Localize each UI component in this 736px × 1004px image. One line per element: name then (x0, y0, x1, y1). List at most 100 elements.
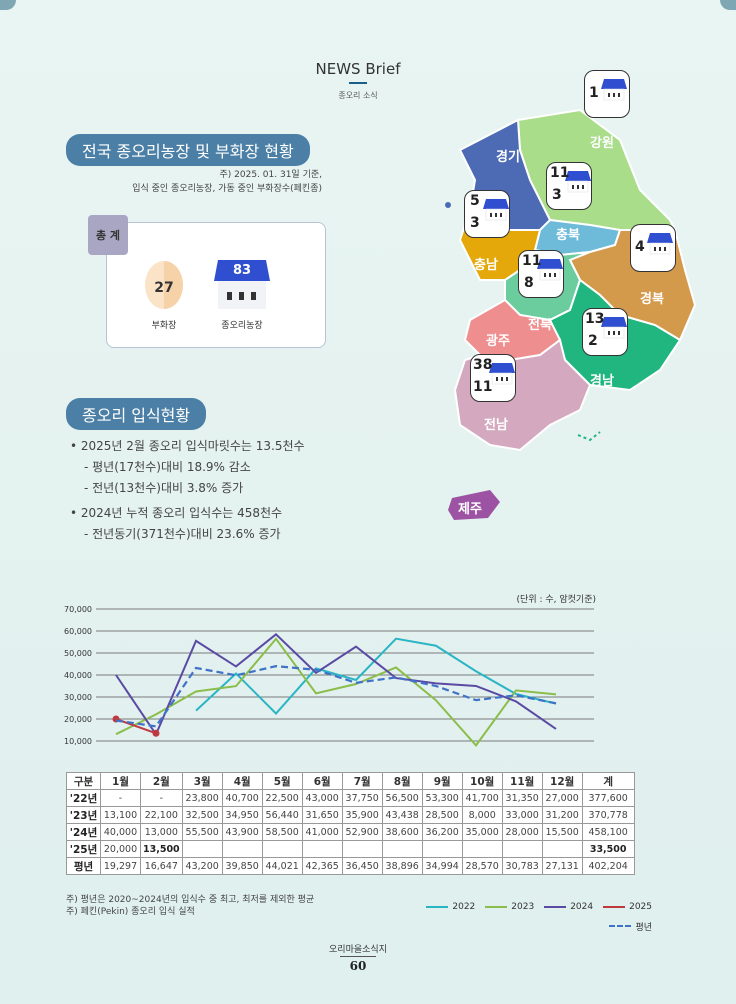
table-cell: 43,200 (181, 857, 223, 875)
table-cell: 20,000 (100, 840, 141, 858)
y-tick-label: 10,000 (64, 737, 92, 746)
corner-decoration (720, 0, 736, 10)
table-cell (181, 840, 223, 858)
table-cell (461, 840, 503, 858)
table-cell: 27,131 (541, 857, 583, 875)
table-cell: 22,100 (140, 806, 183, 824)
series-line-2022 (195, 637, 557, 715)
series-line-2024 (115, 632, 557, 737)
stocking-line-chart: 70,000 60,000 50,000 40,000 30,000 20,000 10,0… (64, 605, 594, 747)
y-tick-label: 30,000 (64, 693, 92, 702)
region-badge-chungnam: 5 3 (464, 190, 510, 238)
region-label-gangwon: 강원 (590, 136, 614, 151)
table-cell: 35,000 (461, 823, 503, 841)
table-cell (221, 840, 263, 858)
table-cell (261, 840, 303, 858)
table-row-header: 평년 (66, 857, 101, 875)
table-cell: 33,500 (581, 840, 635, 858)
hatchery-count: 27 (154, 280, 174, 296)
farm-count-gyeongbuk: 4 (635, 239, 645, 255)
footnote: 주) 평년은 2020~2024년의 입식수 중 최고, 최저를 제외한 평균 (66, 895, 315, 905)
egg-icon (145, 261, 183, 309)
table-cell: 8,000 (461, 806, 503, 824)
series-line-2023 (115, 637, 557, 747)
table-cell: 31,650 (301, 806, 343, 824)
table-row: '24년 40,000 13,000 55,500 43,900 58,500 41,000… (66, 823, 635, 841)
table-row-header: '25년 (66, 840, 101, 858)
table-cell: 41,000 (301, 823, 343, 841)
table-cell: 402,204 (581, 857, 635, 875)
corner-decoration (0, 0, 16, 10)
farm-house-icon (601, 79, 627, 101)
chart-unit-note: (단위 : 수, 암컷기준) (516, 595, 596, 605)
bullet-item: - 전년(13천수)대비 3.8% 증가 (84, 481, 244, 495)
table-header-cell: 2월 (140, 772, 183, 790)
region-label-gwangju: 광주 (486, 334, 510, 349)
region-badge-jeonbuk: 11 8 (518, 250, 564, 298)
region-badge-gyeongbuk: 4 (630, 224, 676, 272)
chart-legend: 2022 2023 2024 2025 평년 (370, 893, 652, 933)
table-cell: 40,000 (100, 823, 141, 841)
table-row: '22년 - -23,800 40,700 22,500 43,000 37,750 56,5… (66, 789, 635, 807)
table-header-cell: 3월 (181, 772, 223, 790)
farm-house-icon (483, 199, 509, 221)
table-cell: 28,570 (461, 857, 503, 875)
y-tick-label: 20,000 (64, 715, 92, 724)
table-cell: 55,500 (181, 823, 223, 841)
table-header-row: 구분 1월 2월 3월 4월 5월 6월 7월 8월 9월 10월 11월 12월 계 (66, 772, 635, 790)
table-header-cell: 8월 (381, 772, 423, 790)
region-label-jeju: 제주 (458, 502, 482, 517)
bullet-item: - 전년동기(371천수)대비 23.6% 증가 (84, 527, 281, 541)
table-cell: 58,500 (261, 823, 303, 841)
table-cell: 38,600 (381, 823, 423, 841)
table-cell: 28,000 (501, 823, 543, 841)
table-cell: 33,000 (501, 806, 543, 824)
table-cell (301, 840, 343, 858)
hatchery-count-jeonbuk: 8 (524, 275, 534, 291)
table-cell: 31,350 (501, 789, 543, 807)
table-cell: 23,800 (181, 789, 223, 807)
bullet-item: - 평년(17천수)대비 18.9% 감소 (84, 460, 251, 474)
farm-house-icon (537, 259, 563, 281)
region-label-jeonnam: 전남 (484, 418, 508, 433)
farm-count-chungnam: 5 (470, 193, 480, 209)
section-title-status: 전국 종오리농장 및 부화장 현황 (66, 134, 310, 166)
legend-label: 2022 (452, 902, 476, 912)
table-header-cell: 12월 (541, 772, 583, 790)
table-cell (381, 840, 423, 858)
footnote: 주) 페킨(Pekin) 종오리 입식 실적 (66, 907, 195, 917)
region-label-chungnam: 충남 (474, 258, 498, 273)
region-badge-gangwon: 1 (584, 70, 630, 118)
farm-label: 종오리농장 (221, 321, 263, 331)
stocking-table-wrap: 구분 1월 2월 3월 4월 5월 6월 7월 8월 9월 10월 11월 12월 계 '22년 - -23,… (66, 772, 635, 875)
farm-house-icon (647, 233, 673, 255)
status-note: 주) 2025. 01. 31일 기준, 입식 중인 종오리농장, 가동 중인 … (60, 168, 322, 196)
series-line-평년 (115, 665, 557, 728)
table-cell: 43,900 (221, 823, 263, 841)
table-cell: 35,900 (341, 806, 383, 824)
legend-item: 평년 (609, 920, 652, 933)
table-cell: 44,021 (261, 857, 303, 875)
bullet-item: • 2025년 2월 종오리 입식마릿수는 13.5천수 (70, 439, 305, 453)
table-cell: 28,500 (421, 806, 463, 824)
table-cell: 41,700 (461, 789, 503, 807)
table-header-cell: 4월 (221, 772, 263, 790)
table-cell: 40,700 (221, 789, 263, 807)
legend-swatch (603, 906, 626, 908)
farm-house-icon (565, 171, 591, 193)
farm-house-icon (489, 363, 515, 385)
title-underline (349, 82, 367, 84)
table-row-header: '22년 (66, 789, 101, 807)
page-title: NEWS Brief (315, 60, 401, 78)
data-point-2025 (152, 729, 160, 737)
table-cell: 34,950 (221, 806, 263, 824)
page-subtitle: 종오리 소식 (338, 91, 378, 100)
y-tick-label: 40,000 (64, 671, 92, 680)
hatchery-count-chungbuk: 3 (552, 187, 562, 203)
table-cell: 53,300 (421, 789, 463, 807)
region-jeju (448, 490, 500, 520)
coast-line (577, 431, 601, 442)
table-cell: 370,778 (581, 806, 635, 824)
table-cell: 43,438 (381, 806, 423, 824)
table-cell (541, 840, 583, 858)
